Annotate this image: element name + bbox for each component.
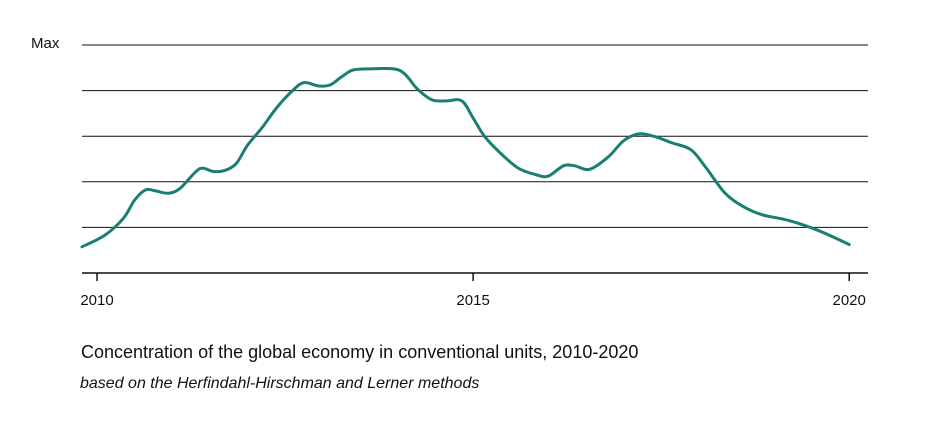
gridlines [82, 44, 868, 228]
x-tick-label: 2015 [456, 292, 489, 309]
x-tick-label: 2010 [80, 292, 113, 309]
x-tick-label: 2020 [833, 292, 866, 309]
chart-subtitle: based on the Herfindahl-Hirschman and Le… [80, 375, 480, 392]
chart: 2010 2015 2020 Max [31, 35, 868, 309]
x-ticks: 2010 2015 2020 [80, 273, 866, 309]
y-tick-label: Max [31, 35, 60, 52]
y-tick-labels: Max [31, 35, 60, 52]
series-line [80, 66, 851, 249]
chart-title: Concentration of the global economy in c… [81, 342, 639, 362]
